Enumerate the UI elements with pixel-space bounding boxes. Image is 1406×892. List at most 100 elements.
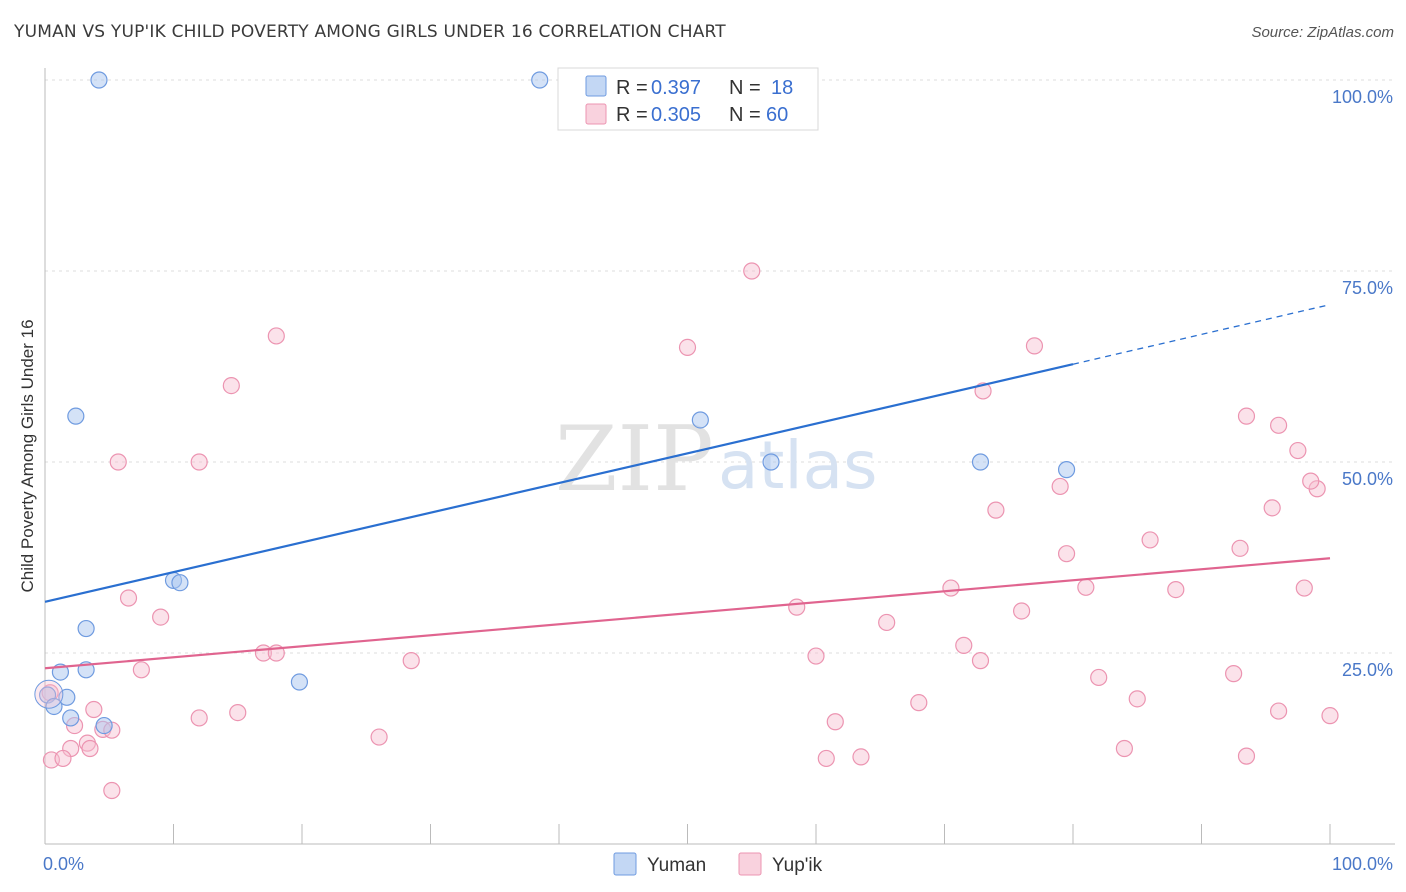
yuman-point-10: [290, 673, 309, 691]
x-tick-labels: 0.0% 100.0%: [43, 854, 1393, 874]
y-tick-label-3: 25.0%: [1342, 660, 1393, 680]
axes: [44, 68, 1395, 845]
yupik-point-32: [955, 636, 973, 654]
legend-yuman-n-label: N =: [729, 77, 761, 99]
yupik-point-20: [1077, 578, 1095, 596]
yupik-point-11: [1051, 477, 1069, 496]
yuman-point-6: [1057, 461, 1076, 479]
yupik-point-36: [1225, 665, 1243, 683]
x-tick-label-1: 100.0%: [1332, 854, 1393, 874]
series-yuman-points: [34, 71, 1076, 735]
yuman-point-1: [531, 71, 549, 89]
yupik-point-43: [1321, 707, 1339, 725]
yuman-trend-extension: [1072, 303, 1331, 365]
yupik-trend-line: [44, 557, 1331, 670]
yuman-point-9: [77, 619, 95, 638]
yupik-point-57: [1237, 747, 1256, 765]
yupik-point-55: [817, 749, 835, 768]
bottom-legend-yupik-swatch: [738, 852, 762, 876]
yupik-point-30: [402, 652, 420, 670]
yupik-point-12: [1263, 499, 1281, 517]
yupik-point-56: [852, 748, 870, 766]
yupik-point-51: [81, 739, 99, 758]
y-tick-label-0: 100.0%: [1332, 87, 1393, 107]
bottom-legend-yupik-label: Yup'ik: [772, 855, 823, 876]
yuman-point-17: [95, 716, 113, 735]
legend-yuman-swatch: [585, 75, 607, 97]
y-tick-label-2: 50.0%: [1342, 469, 1393, 489]
yupik-point-24: [152, 608, 170, 626]
bottom-legend-yuman-label: Yuman: [647, 855, 706, 876]
yupik-point-9: [1269, 416, 1288, 434]
yupik-point-19: [942, 579, 960, 597]
watermark-zip: ZIP: [555, 407, 714, 512]
yupik-point-23: [119, 589, 138, 607]
yupik-point-14: [987, 501, 1005, 519]
yupik-point-41: [1128, 690, 1146, 708]
yupik-point-18: [1231, 539, 1249, 557]
legend-yupik-swatch: [585, 103, 607, 125]
yupik-point-34: [132, 661, 150, 679]
yuman-point-5: [971, 453, 990, 471]
yupik-point-48: [826, 713, 844, 731]
yupik-point-35: [1090, 668, 1108, 687]
yupik-point-16: [1057, 545, 1076, 563]
yupik-point-22: [1295, 579, 1313, 597]
watermark-atlas: atlas: [718, 427, 878, 504]
yupik-point-54: [54, 749, 72, 768]
yupik-point-26: [1012, 602, 1031, 620]
y-axis-label: Child Poverty Among Girls Under 16: [18, 319, 37, 592]
grid-lines: [45, 79, 1395, 654]
yuman-point-2: [67, 407, 85, 425]
yupik-point-4: [222, 377, 240, 395]
legend-yupik-n-value: 60: [766, 104, 788, 126]
yupik-point-3: [1025, 337, 1044, 355]
yupik-point-39: [229, 703, 247, 722]
chart-title: YUMAN VS YUP'IK CHILD POVERTY AMONG GIRL…: [14, 22, 726, 42]
legend-yuman-r-value: 0.397: [651, 77, 701, 99]
correlation-legend: R = 0.397 N = 18 R = 0.305 N = 60: [557, 67, 819, 131]
yuman-point-3: [691, 411, 709, 429]
legend-yupik-n-label: N =: [729, 104, 761, 126]
y-tick-label-1: 75.0%: [1342, 278, 1393, 298]
yupik-point-52: [1115, 739, 1134, 758]
yupik-point-15: [1302, 472, 1320, 490]
trend-lines: [44, 303, 1331, 670]
yuman-point-15: [45, 697, 63, 716]
yupik-point-2: [678, 338, 697, 356]
yupik-point-37: [85, 700, 103, 719]
legend-yupik-r-label: R =: [616, 104, 648, 126]
yuman-cluster-point: [34, 679, 64, 709]
yupik-point-40: [910, 694, 928, 712]
yupik-point-42: [1269, 702, 1288, 720]
yupik-point-17: [1141, 531, 1159, 549]
yupik-point-6: [109, 453, 127, 471]
legend-yupik-r-value: 0.305: [651, 104, 701, 126]
chart-source: Source: ZipAtlas.com: [1251, 24, 1394, 41]
yupik-point-38: [190, 709, 208, 727]
yuman-point-4: [762, 453, 780, 471]
y-tick-labels: 100.0% 75.0% 50.0% 25.0%: [1332, 87, 1393, 680]
legend-yuman-n-value: 18: [771, 77, 793, 99]
yupik-point-47: [370, 728, 388, 746]
yupik-point-25: [788, 598, 806, 616]
watermark: ZIP atlas: [555, 407, 878, 512]
yuman-point-8: [171, 574, 189, 592]
yupik-point-1: [267, 327, 285, 345]
yupik-point-0: [743, 262, 761, 280]
yuman-point-0: [90, 71, 108, 89]
yuman-point-16: [62, 709, 80, 727]
yupik-point-33: [971, 652, 990, 670]
yupik-point-10: [1289, 441, 1307, 460]
yupik-point-31: [807, 647, 825, 665]
yupik-point-8: [1237, 407, 1256, 425]
series-legend: Yuman Yup'ik: [613, 852, 823, 876]
legend-yuman-r-label: R =: [616, 77, 648, 99]
yuman-trend-line: [44, 363, 1074, 603]
series-yupik-points: [41, 262, 1339, 800]
yupik-point-58: [103, 781, 121, 800]
yupik-point-21: [1167, 580, 1185, 599]
x-tick-label-0: 0.0%: [43, 854, 84, 874]
bottom-legend-yuman-swatch: [613, 852, 637, 876]
